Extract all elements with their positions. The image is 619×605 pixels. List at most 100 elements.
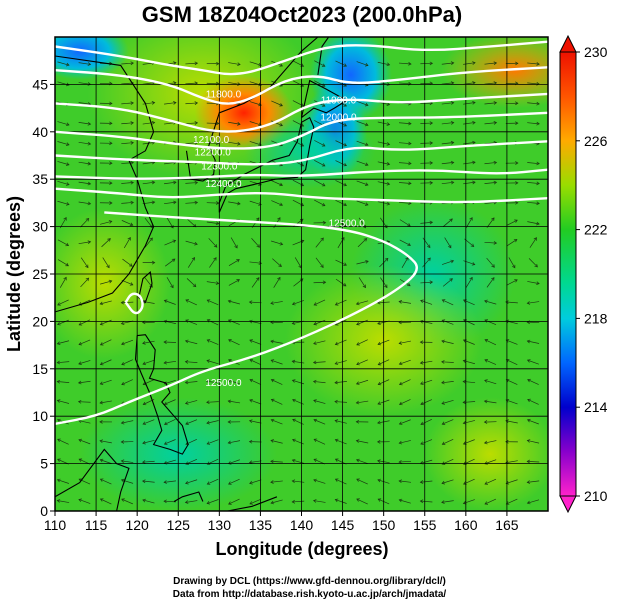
streamline-arrow [292, 398, 296, 403]
streamline [78, 161, 91, 165]
streamline [399, 499, 411, 504]
streamline [527, 499, 540, 504]
streamline-arrow [355, 301, 360, 306]
streamline [186, 278, 197, 287]
streamline [484, 102, 497, 105]
streamline-arrow [65, 262, 69, 267]
streamline-arrow [279, 103, 283, 107]
streamline-arrow [173, 101, 177, 105]
streamline-arrow [356, 478, 360, 482]
streamline [441, 500, 454, 503]
streamline [270, 499, 283, 504]
streamline [484, 300, 497, 305]
colorbar-tick-label: 218 [584, 310, 608, 326]
streamline-arrow [184, 500, 189, 504]
streamline-arrow [472, 101, 476, 105]
streamline-arrow [237, 201, 241, 206]
streamline-arrow [356, 322, 360, 326]
y-tick-label: 15 [32, 361, 48, 377]
streamline [527, 379, 539, 385]
streamline [100, 478, 112, 485]
streamline-arrow [248, 300, 253, 305]
streamline [527, 419, 539, 425]
streamline-arrow [398, 381, 403, 386]
streamline-arrow [356, 342, 360, 346]
streamline-arrow [472, 140, 476, 145]
streamline [270, 460, 283, 463]
streamline [57, 61, 70, 66]
streamline-arrow [270, 398, 275, 403]
streamline [441, 260, 454, 265]
streamline [57, 121, 70, 126]
streamline [121, 339, 134, 345]
streamline-arrow [99, 478, 104, 482]
streamline-arrow [270, 378, 275, 383]
streamline [228, 339, 240, 346]
streamline-arrow [343, 103, 347, 107]
streamline-arrow [151, 260, 156, 265]
streamline-arrow [65, 242, 70, 247]
streamline [78, 201, 91, 205]
streamline [484, 379, 497, 385]
coastline [300, 79, 348, 119]
streamline-arrow [484, 359, 488, 363]
streamline-arrow [108, 220, 113, 224]
streamline [356, 200, 369, 206]
streamline-arrow [65, 182, 70, 186]
streamline [484, 400, 497, 404]
streamline-arrow [365, 260, 369, 264]
streamline-arrow [398, 401, 403, 406]
streamline-arrow [398, 300, 403, 304]
streamline [249, 339, 262, 345]
streamline [271, 419, 283, 425]
streamline-arrow [206, 379, 210, 384]
streamline-arrow [237, 122, 241, 126]
streamline-arrow [99, 361, 104, 366]
x-tick-label: 150 [372, 517, 396, 533]
height-contour [55, 66, 548, 105]
streamline-arrow [194, 101, 199, 105]
streamline-arrow [206, 500, 211, 505]
streamline [313, 500, 326, 503]
streamline-arrow [228, 339, 232, 343]
streamline-arrow [142, 440, 146, 445]
streamline [441, 82, 454, 85]
streamline-arrow [228, 501, 232, 505]
streamline-arrow [312, 379, 317, 384]
streamline-arrow [292, 418, 296, 423]
streamline [80, 277, 89, 288]
streamline-arrow [334, 341, 339, 346]
streamline [164, 360, 177, 364]
streamline [249, 200, 262, 206]
streamline [463, 381, 476, 384]
streamline [356, 478, 368, 485]
streamline-arrow [450, 259, 455, 264]
streamline-arrow [120, 459, 125, 464]
streamline-arrow [234, 244, 238, 249]
streamline [399, 62, 412, 65]
streamline [57, 340, 70, 345]
streamline [142, 340, 155, 344]
streamline-arrow [386, 122, 391, 126]
streamline-arrow [343, 162, 347, 167]
streamline [484, 122, 497, 125]
streamline-arrow [420, 441, 424, 445]
streamline-arrow [215, 121, 220, 126]
streamline-arrow [256, 277, 260, 281]
streamline-arrow [78, 361, 82, 365]
streamline-arrow [356, 458, 360, 463]
streamline [420, 360, 433, 364]
streamline-arrow [163, 441, 168, 445]
streamline [100, 498, 112, 505]
streamline-arrow [185, 421, 189, 425]
x-tick-label: 160 [454, 517, 478, 533]
streamline-arrow [185, 461, 189, 465]
streamline-arrow [270, 480, 274, 484]
streamline [399, 122, 412, 125]
streamline-arrow [377, 459, 381, 463]
streamline-arrow [320, 264, 324, 268]
streamline [185, 82, 198, 85]
streamline-arrow [505, 419, 509, 424]
streamline [486, 217, 495, 228]
streamline [164, 439, 176, 445]
